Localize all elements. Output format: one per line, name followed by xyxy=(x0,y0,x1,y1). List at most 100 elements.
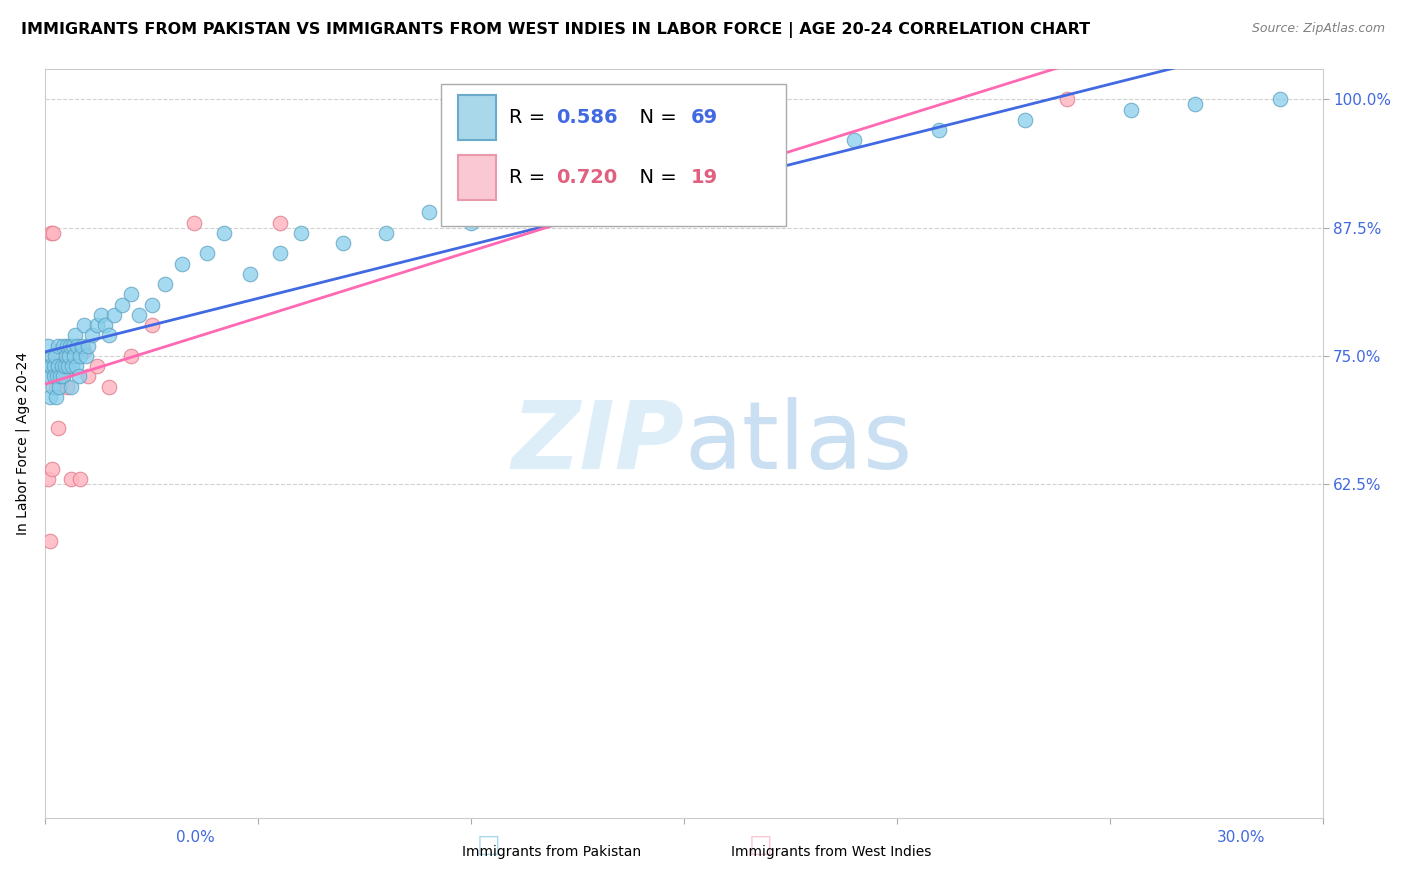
Point xyxy=(38,369,60,384)
Point xyxy=(48,343,70,358)
Point xyxy=(39,359,62,374)
Point xyxy=(120,349,142,363)
Point xyxy=(332,235,354,250)
Point xyxy=(42,369,65,384)
Point xyxy=(90,308,112,322)
Point xyxy=(69,472,91,486)
Point xyxy=(98,328,121,343)
Point xyxy=(70,339,93,353)
Point xyxy=(55,349,77,363)
Point xyxy=(38,533,60,548)
Point xyxy=(77,369,100,384)
Point xyxy=(42,359,65,374)
Point xyxy=(170,256,193,270)
Point xyxy=(42,380,65,394)
Text: 30.0%: 30.0% xyxy=(1218,830,1265,845)
Point xyxy=(1184,97,1206,112)
Point xyxy=(269,215,291,229)
Point xyxy=(375,226,398,240)
Point xyxy=(195,246,218,260)
Point xyxy=(1056,92,1078,106)
Point xyxy=(418,205,440,219)
Point xyxy=(111,298,134,312)
Point xyxy=(41,462,63,476)
Point xyxy=(46,349,69,363)
Point xyxy=(183,215,205,229)
Point xyxy=(214,226,236,240)
Text: N =: N = xyxy=(627,168,682,186)
Point xyxy=(73,318,96,333)
Point xyxy=(1268,92,1291,106)
Point xyxy=(103,308,125,322)
Point xyxy=(53,359,76,374)
Text: ZIP: ZIP xyxy=(512,397,685,489)
Point xyxy=(55,339,77,353)
Point xyxy=(86,318,108,333)
Point xyxy=(63,349,86,363)
Point xyxy=(128,308,150,322)
Point xyxy=(1119,103,1142,117)
Point xyxy=(45,380,67,394)
Point xyxy=(60,380,83,394)
Text: 19: 19 xyxy=(690,168,717,186)
Point xyxy=(51,339,73,353)
Point xyxy=(844,133,866,147)
Point xyxy=(758,144,780,158)
Point xyxy=(460,215,482,229)
Text: R =: R = xyxy=(509,168,551,186)
Point xyxy=(46,359,69,374)
FancyBboxPatch shape xyxy=(458,154,496,200)
Point xyxy=(37,472,59,486)
FancyBboxPatch shape xyxy=(441,84,786,226)
Point xyxy=(98,380,121,394)
Point xyxy=(502,205,524,219)
Point xyxy=(73,343,96,358)
Point xyxy=(51,359,73,374)
Point xyxy=(39,226,62,240)
Text: □: □ xyxy=(477,833,501,856)
Point xyxy=(46,339,69,353)
Point xyxy=(44,349,66,363)
Text: 0.720: 0.720 xyxy=(557,168,617,186)
Point xyxy=(55,380,77,394)
Point xyxy=(42,226,65,240)
Point xyxy=(153,277,176,292)
Text: □: □ xyxy=(749,833,773,856)
Text: 69: 69 xyxy=(690,108,717,127)
Point xyxy=(82,328,104,343)
Point xyxy=(65,328,87,343)
Point xyxy=(239,267,262,281)
Point xyxy=(38,390,60,404)
Point xyxy=(290,226,312,240)
Text: IMMIGRANTS FROM PAKISTAN VS IMMIGRANTS FROM WEST INDIES IN LABOR FORCE | AGE 20-: IMMIGRANTS FROM PAKISTAN VS IMMIGRANTS F… xyxy=(21,22,1090,38)
Point xyxy=(56,359,79,374)
Point xyxy=(77,339,100,353)
Point xyxy=(94,318,117,333)
Point xyxy=(37,339,59,353)
Text: Source: ZipAtlas.com: Source: ZipAtlas.com xyxy=(1251,22,1385,36)
Point xyxy=(588,185,610,199)
Point xyxy=(60,359,83,374)
Point xyxy=(67,369,90,384)
Point xyxy=(673,164,696,178)
Text: N =: N = xyxy=(627,108,682,127)
Point xyxy=(46,421,69,435)
Point xyxy=(38,359,60,374)
Point xyxy=(48,380,70,394)
Point xyxy=(141,318,163,333)
Point xyxy=(69,349,91,363)
Point xyxy=(59,339,82,353)
Point xyxy=(46,369,69,384)
Point xyxy=(269,246,291,260)
Point xyxy=(41,349,63,363)
Point xyxy=(75,349,97,363)
Point xyxy=(45,390,67,404)
Point xyxy=(928,123,950,137)
Text: 0.586: 0.586 xyxy=(557,108,619,127)
Point xyxy=(49,359,72,374)
Point xyxy=(62,339,84,353)
Point xyxy=(60,472,83,486)
Text: R =: R = xyxy=(509,108,551,127)
Point xyxy=(49,369,72,384)
Point xyxy=(58,349,80,363)
